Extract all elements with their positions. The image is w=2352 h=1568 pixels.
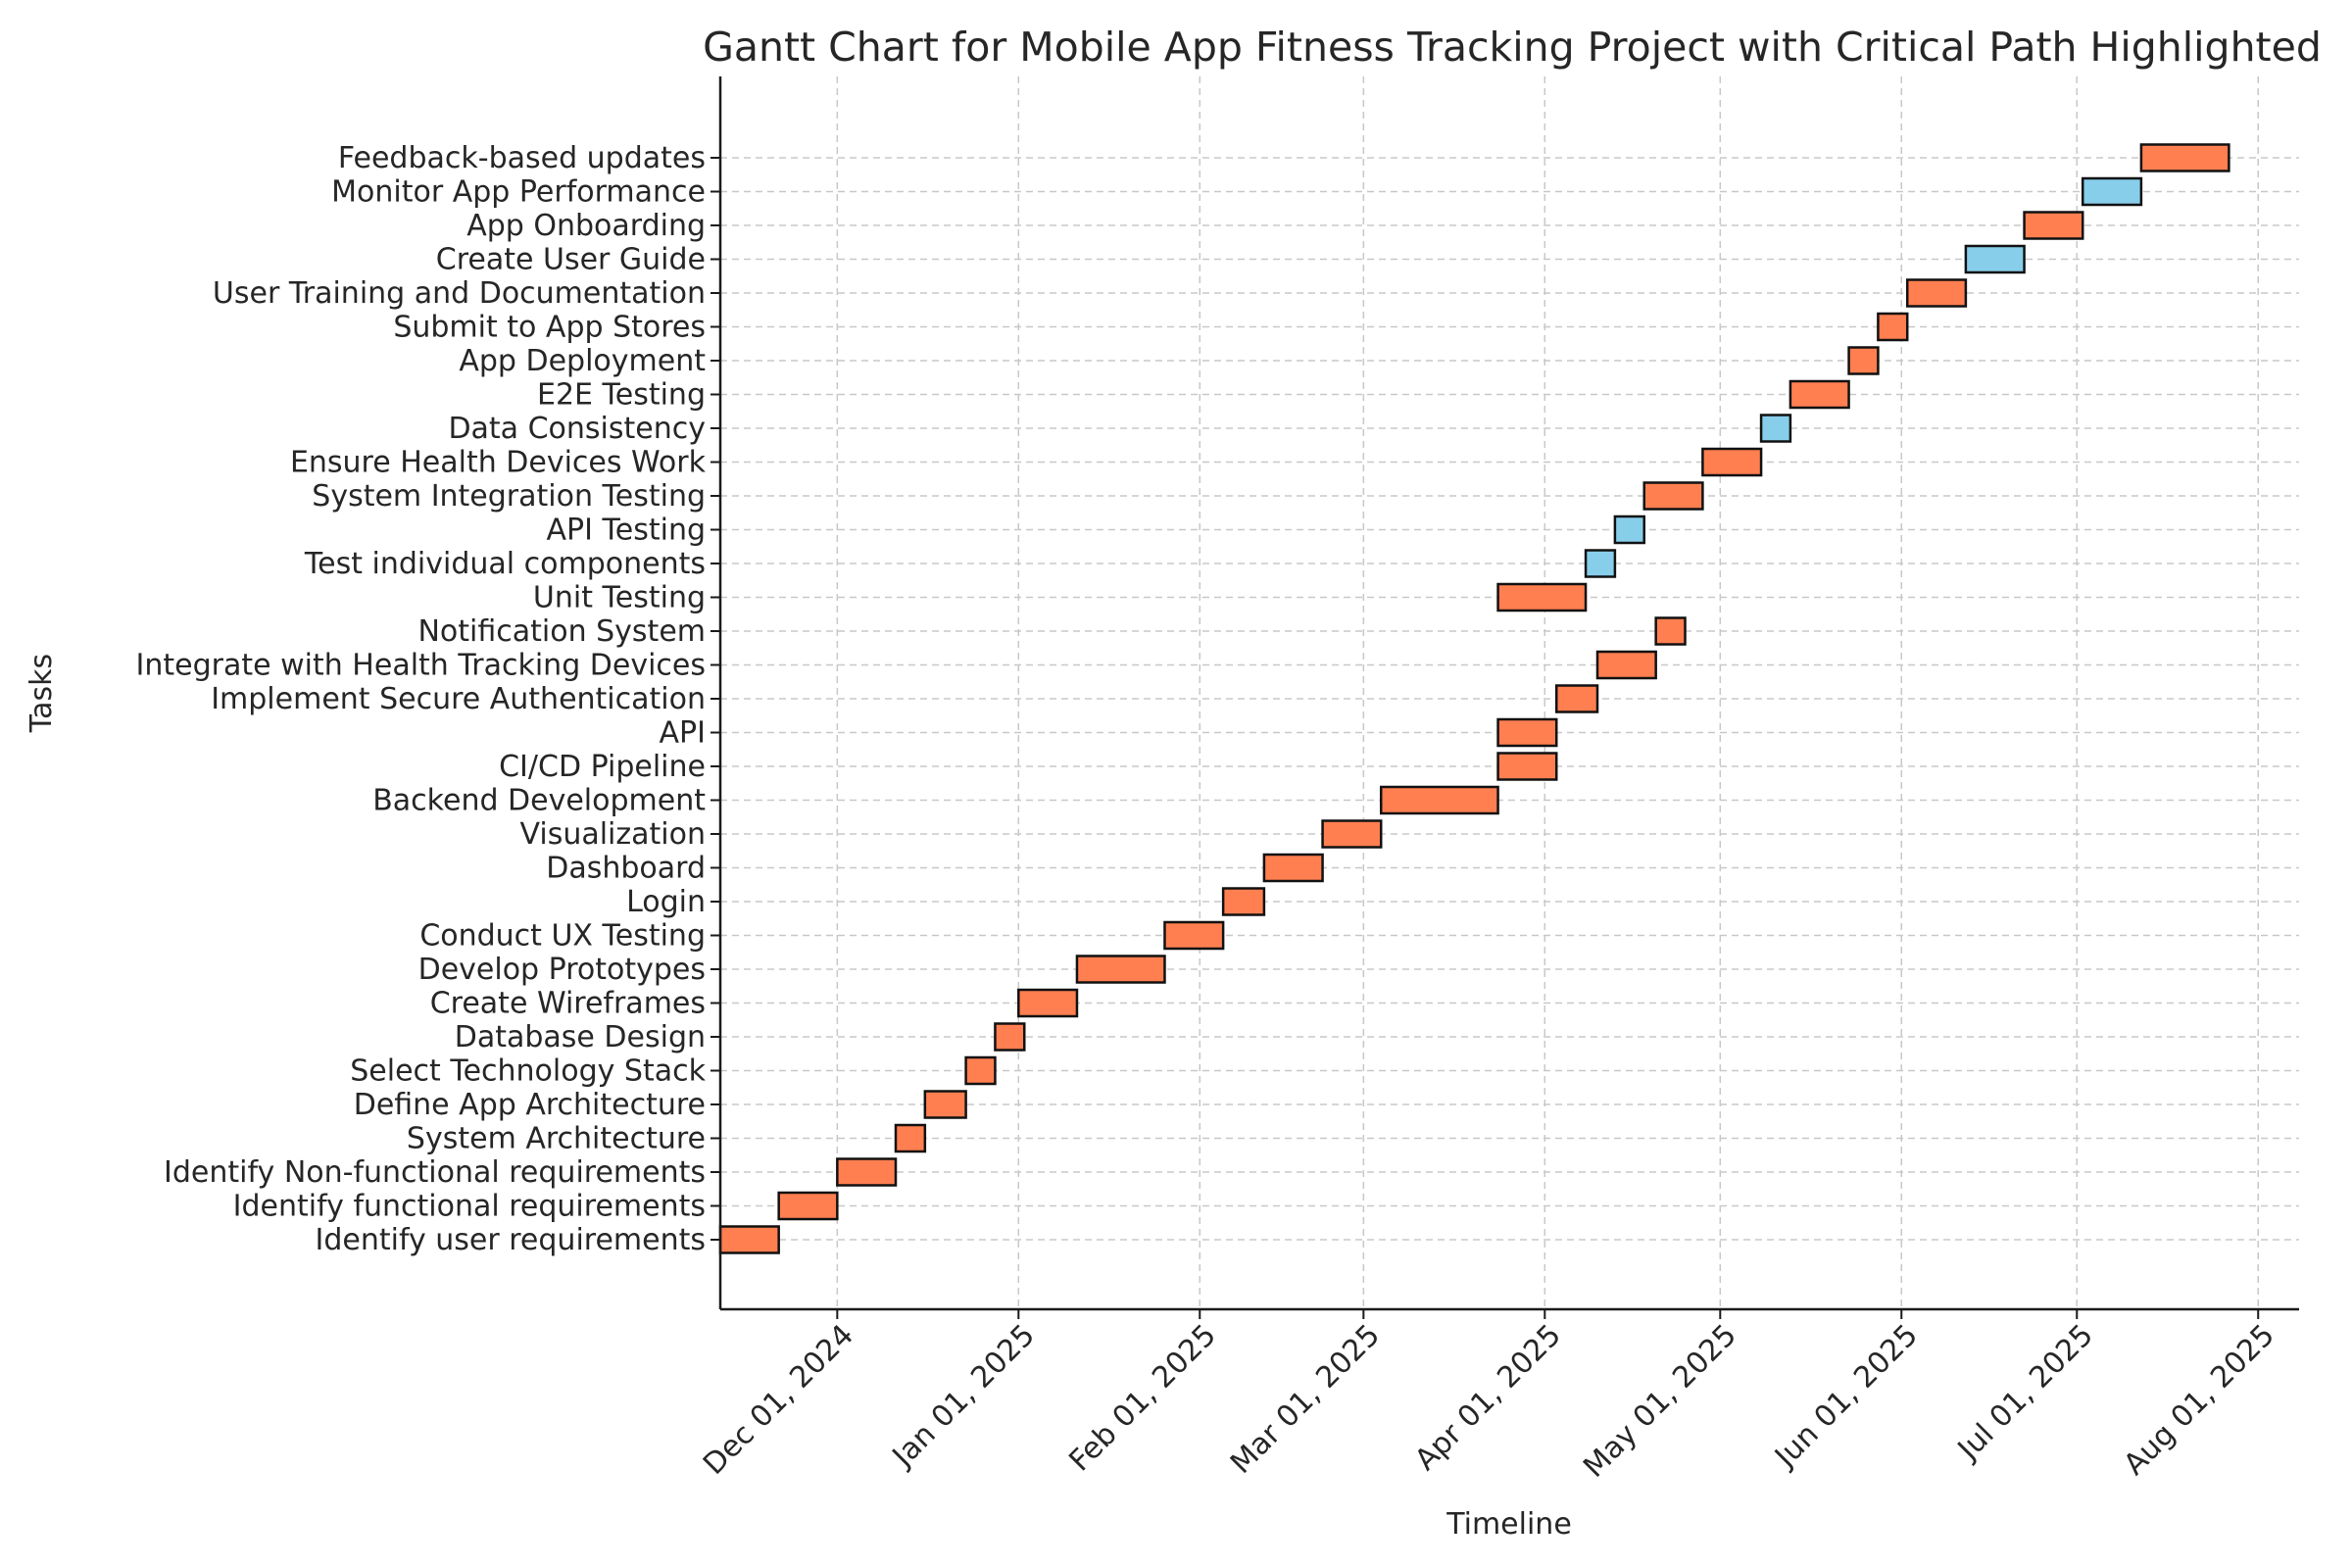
task-label: E2E Testing xyxy=(537,378,706,413)
x-tick-label: Feb 01, 2025 xyxy=(1062,1318,1223,1479)
task-bar xyxy=(923,1090,967,1119)
task-label: Backend Development xyxy=(372,784,706,818)
task-label: Identify user requirements xyxy=(316,1223,707,1257)
task-label: Define App Architecture xyxy=(354,1088,706,1122)
task-label: Conduct UX Testing xyxy=(419,919,706,954)
task-label: Integrate with Health Tracking Devices xyxy=(136,649,706,683)
task-bar xyxy=(1905,278,1968,308)
task-label: Visualization xyxy=(520,817,707,852)
task-bar xyxy=(1554,684,1599,713)
task-bar xyxy=(2023,211,2084,240)
task-bar xyxy=(1075,955,1166,984)
task-bar xyxy=(718,1225,780,1254)
task-bar xyxy=(1496,752,1558,781)
task-label: API Testing xyxy=(547,514,706,548)
task-label: Monitor App Performance xyxy=(331,175,706,210)
task-label: Implement Secure Authentication xyxy=(211,682,706,716)
task-bar xyxy=(1847,346,1880,375)
task-bar xyxy=(1163,920,1225,951)
x-tick-label: Apr 01, 2025 xyxy=(1408,1318,1568,1478)
task-bar xyxy=(1964,244,2026,274)
task-bar xyxy=(1496,582,1588,612)
task-bar xyxy=(1701,447,1763,477)
task-bar xyxy=(1788,379,1850,410)
task-label: App Onboarding xyxy=(466,209,706,243)
task-label: Identify functional requirements xyxy=(233,1190,706,1224)
task-bar xyxy=(1379,785,1499,815)
task-label: Ensure Health Devices Work xyxy=(290,446,707,480)
task-label: App Deployment xyxy=(459,344,706,378)
task-bar xyxy=(2081,176,2143,207)
task-label: API xyxy=(660,716,706,751)
y-axis-label: Tasks xyxy=(24,654,59,733)
task-bar xyxy=(1221,887,1266,916)
x-tick-label: Jun 01, 2025 xyxy=(1767,1318,1925,1476)
task-bar xyxy=(894,1123,927,1153)
x-tick-label: Mar 01, 2025 xyxy=(1224,1318,1387,1481)
task-label: Data Consistency xyxy=(448,412,706,446)
grid-layer xyxy=(720,76,2299,1309)
task-bar xyxy=(1595,650,1657,680)
x-tick-layer: Dec 01, 2024 Jan 01, 2025 Feb 01, 2025 Mar … xyxy=(697,1309,2281,1485)
task-bar xyxy=(1654,616,1687,646)
x-axis-label: Timeline xyxy=(1446,1507,1572,1542)
task-bar xyxy=(836,1157,898,1187)
task-label: Unit Testing xyxy=(533,581,706,615)
task-label: Identify Non-functional requirements xyxy=(164,1155,706,1190)
task-label: Database Design xyxy=(455,1020,706,1054)
task-label: Notification System xyxy=(417,614,706,649)
task-label: Create Wireframes xyxy=(430,987,706,1021)
chart-title: Gantt Chart for Mobile App Fitness Track… xyxy=(703,24,2322,71)
task-bar xyxy=(1584,549,1617,578)
x-tick-label: May 01, 2025 xyxy=(1577,1318,1743,1485)
task-label: Test individual components xyxy=(304,547,706,581)
task-bar xyxy=(1321,819,1383,849)
task-label: Select Technology Stack xyxy=(350,1054,706,1089)
task-label: System Integration Testing xyxy=(312,479,706,514)
bar-layer xyxy=(718,143,2230,1254)
task-bar xyxy=(1759,414,1792,443)
task-label: CI/CD Pipeline xyxy=(499,750,706,784)
task-label: Login xyxy=(626,885,706,919)
task-bar xyxy=(994,1022,1026,1052)
task-bar xyxy=(1642,481,1704,511)
task-bar xyxy=(1613,514,1645,545)
task-label: Dashboard xyxy=(546,852,706,886)
task-label: System Architecture xyxy=(407,1122,706,1156)
task-bar xyxy=(1496,717,1558,748)
task-bar xyxy=(777,1191,839,1221)
task-bar xyxy=(1877,312,1909,342)
task-label: Submit to App Stores xyxy=(393,311,706,345)
x-tick-label: Aug 01, 2025 xyxy=(2118,1318,2281,1482)
x-tick-label: Dec 01, 2024 xyxy=(697,1318,860,1482)
task-label: Feedback-based updates xyxy=(338,141,706,175)
task-bar xyxy=(964,1055,997,1086)
task-label: User Training and Documentation xyxy=(213,276,706,311)
task-bar xyxy=(1017,988,1079,1018)
task-label: Develop Prototypes xyxy=(418,953,706,987)
task-bar xyxy=(1262,853,1324,883)
x-tick-label: Jan 01, 2025 xyxy=(885,1318,1042,1475)
task-bar xyxy=(2139,143,2230,172)
x-tick-label: Jul 01, 2025 xyxy=(1950,1318,2100,1468)
task-label: Create User Guide xyxy=(436,243,706,277)
